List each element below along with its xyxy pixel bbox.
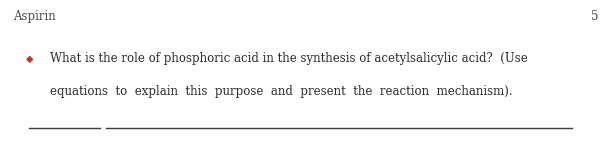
Text: 5: 5 [591, 10, 599, 23]
Text: Aspirin: Aspirin [13, 10, 56, 23]
Text: What is the role of phosphoric acid in the synthesis of acetylsalicylic acid?  (: What is the role of phosphoric acid in t… [50, 52, 528, 65]
Text: equations  to  explain  this  purpose  and  present  the  reaction  mechanism).: equations to explain this purpose and pr… [50, 85, 513, 98]
Text: ◆: ◆ [26, 54, 33, 64]
